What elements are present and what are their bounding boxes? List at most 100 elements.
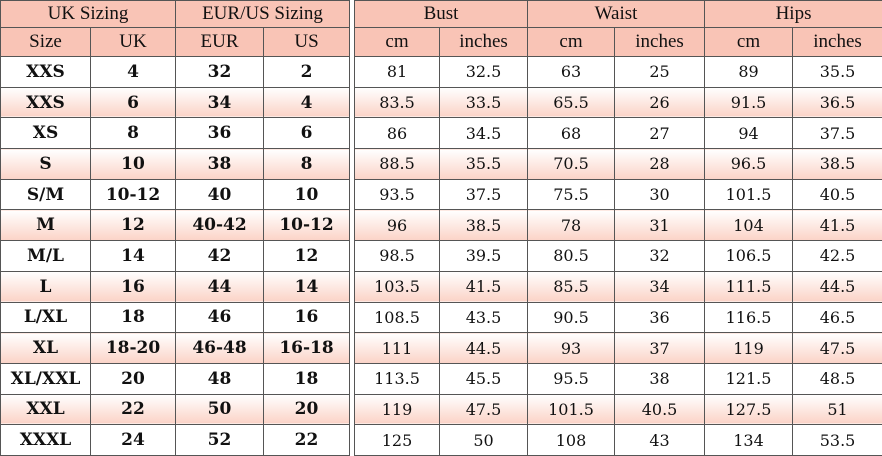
table-cell: 16-18: [264, 333, 350, 364]
table-cell: 10: [264, 179, 350, 210]
table-cell: 14: [91, 241, 176, 272]
table-cell: 113.5: [355, 363, 440, 394]
table-cell: 63: [528, 57, 615, 88]
table-cell: 46: [176, 302, 264, 333]
column-header: cm: [355, 28, 440, 57]
group-bust: Bust: [355, 1, 528, 28]
table-cell: 34.5: [440, 118, 528, 149]
table-cell: 10-12: [264, 210, 350, 241]
column-header: inches: [440, 28, 528, 57]
group-hips: Hips: [705, 1, 882, 28]
table-cell: 48.5: [793, 363, 882, 394]
table-cell: M: [1, 210, 91, 241]
table-cell: 20: [91, 363, 176, 394]
table-cell: 40.5: [793, 179, 882, 210]
table-cell: 111: [355, 333, 440, 364]
table-cell: 90.5: [528, 302, 615, 333]
table-cell: 83.5: [355, 87, 440, 118]
table-cell: 32: [615, 241, 705, 272]
column-header: cm: [528, 28, 615, 57]
table-cell: 22: [91, 394, 176, 425]
table-cell: XXL: [1, 394, 91, 425]
table-cell: 6: [264, 118, 350, 149]
column-header: UK: [91, 28, 176, 57]
table-cell: 38: [176, 149, 264, 180]
table-cell: 36: [176, 118, 264, 149]
table-cell: 32: [176, 57, 264, 88]
table-cell: 35.5: [440, 149, 528, 180]
table-cell: S/M: [1, 179, 91, 210]
table-cell: 8: [91, 118, 176, 149]
table-cell: 10-12: [91, 179, 176, 210]
table-cell: 93: [528, 333, 615, 364]
table-cell: 18: [91, 302, 176, 333]
table-cell: 16: [264, 302, 350, 333]
table-cell: 16: [91, 271, 176, 302]
table-cell: 37: [615, 333, 705, 364]
table-cell: 46.5: [793, 302, 882, 333]
table-cell: 4: [264, 87, 350, 118]
table-cell: 89: [705, 57, 793, 88]
table-cell: 36.5: [793, 87, 882, 118]
table-cell: 50: [176, 394, 264, 425]
table-cell: 86: [355, 118, 440, 149]
table-cell: XS: [1, 118, 91, 149]
column-header: inches: [793, 28, 882, 57]
table-cell: 78: [528, 210, 615, 241]
column-header: inches: [615, 28, 705, 57]
table-cell: 98.5: [355, 241, 440, 272]
table-cell: 88.5: [355, 149, 440, 180]
group-uk-sizing: UK Sizing: [1, 1, 176, 28]
table-cell: 65.5: [528, 87, 615, 118]
table-cell: 38.5: [793, 149, 882, 180]
table-cell: 40: [176, 179, 264, 210]
table-cell: 134: [705, 425, 793, 456]
table-cell: 80.5: [528, 241, 615, 272]
table-cell: M/L: [1, 241, 91, 272]
table-cell: 81: [355, 57, 440, 88]
column-header: Size: [1, 28, 91, 57]
table-cell: 94: [705, 118, 793, 149]
table-cell: 34: [615, 271, 705, 302]
table-cell: 46-48: [176, 333, 264, 364]
table-cell: 41.5: [440, 271, 528, 302]
table-cell: 85.5: [528, 271, 615, 302]
group-waist: Waist: [528, 1, 705, 28]
group-header-row: UK Sizing EUR/US Sizing Bust Waist Hips: [1, 1, 882, 28]
table-cell: XL/XXL: [1, 363, 91, 394]
column-header: EUR: [176, 28, 264, 57]
table-cell: 111.5: [705, 271, 793, 302]
table-cell: 45.5: [440, 363, 528, 394]
table-cell: 75.5: [528, 179, 615, 210]
table-cell: 48: [176, 363, 264, 394]
table-cell: 108.5: [355, 302, 440, 333]
table-cell: 43.5: [440, 302, 528, 333]
table-cell: 52: [176, 425, 264, 456]
table-cell: 42.5: [793, 241, 882, 272]
table-cell: 24: [91, 425, 176, 456]
table-cell: 28: [615, 149, 705, 180]
table-cell: 104: [705, 210, 793, 241]
table-cell: 18-20: [91, 333, 176, 364]
table-cell: 96.5: [705, 149, 793, 180]
table-cell: 121.5: [705, 363, 793, 394]
table-cell: 38: [615, 363, 705, 394]
table-cell: 70.5: [528, 149, 615, 180]
table-cell: 33.5: [440, 87, 528, 118]
table-cell: 12: [91, 210, 176, 241]
column-header: US: [264, 28, 350, 57]
table-cell: S: [1, 149, 91, 180]
table-cell: 44.5: [440, 333, 528, 364]
table-cell: 2: [264, 57, 350, 88]
table-cell: 32.5: [440, 57, 528, 88]
table-cell: 101.5: [705, 179, 793, 210]
table-cell: 93.5: [355, 179, 440, 210]
table-cell: 53.5: [793, 425, 882, 456]
